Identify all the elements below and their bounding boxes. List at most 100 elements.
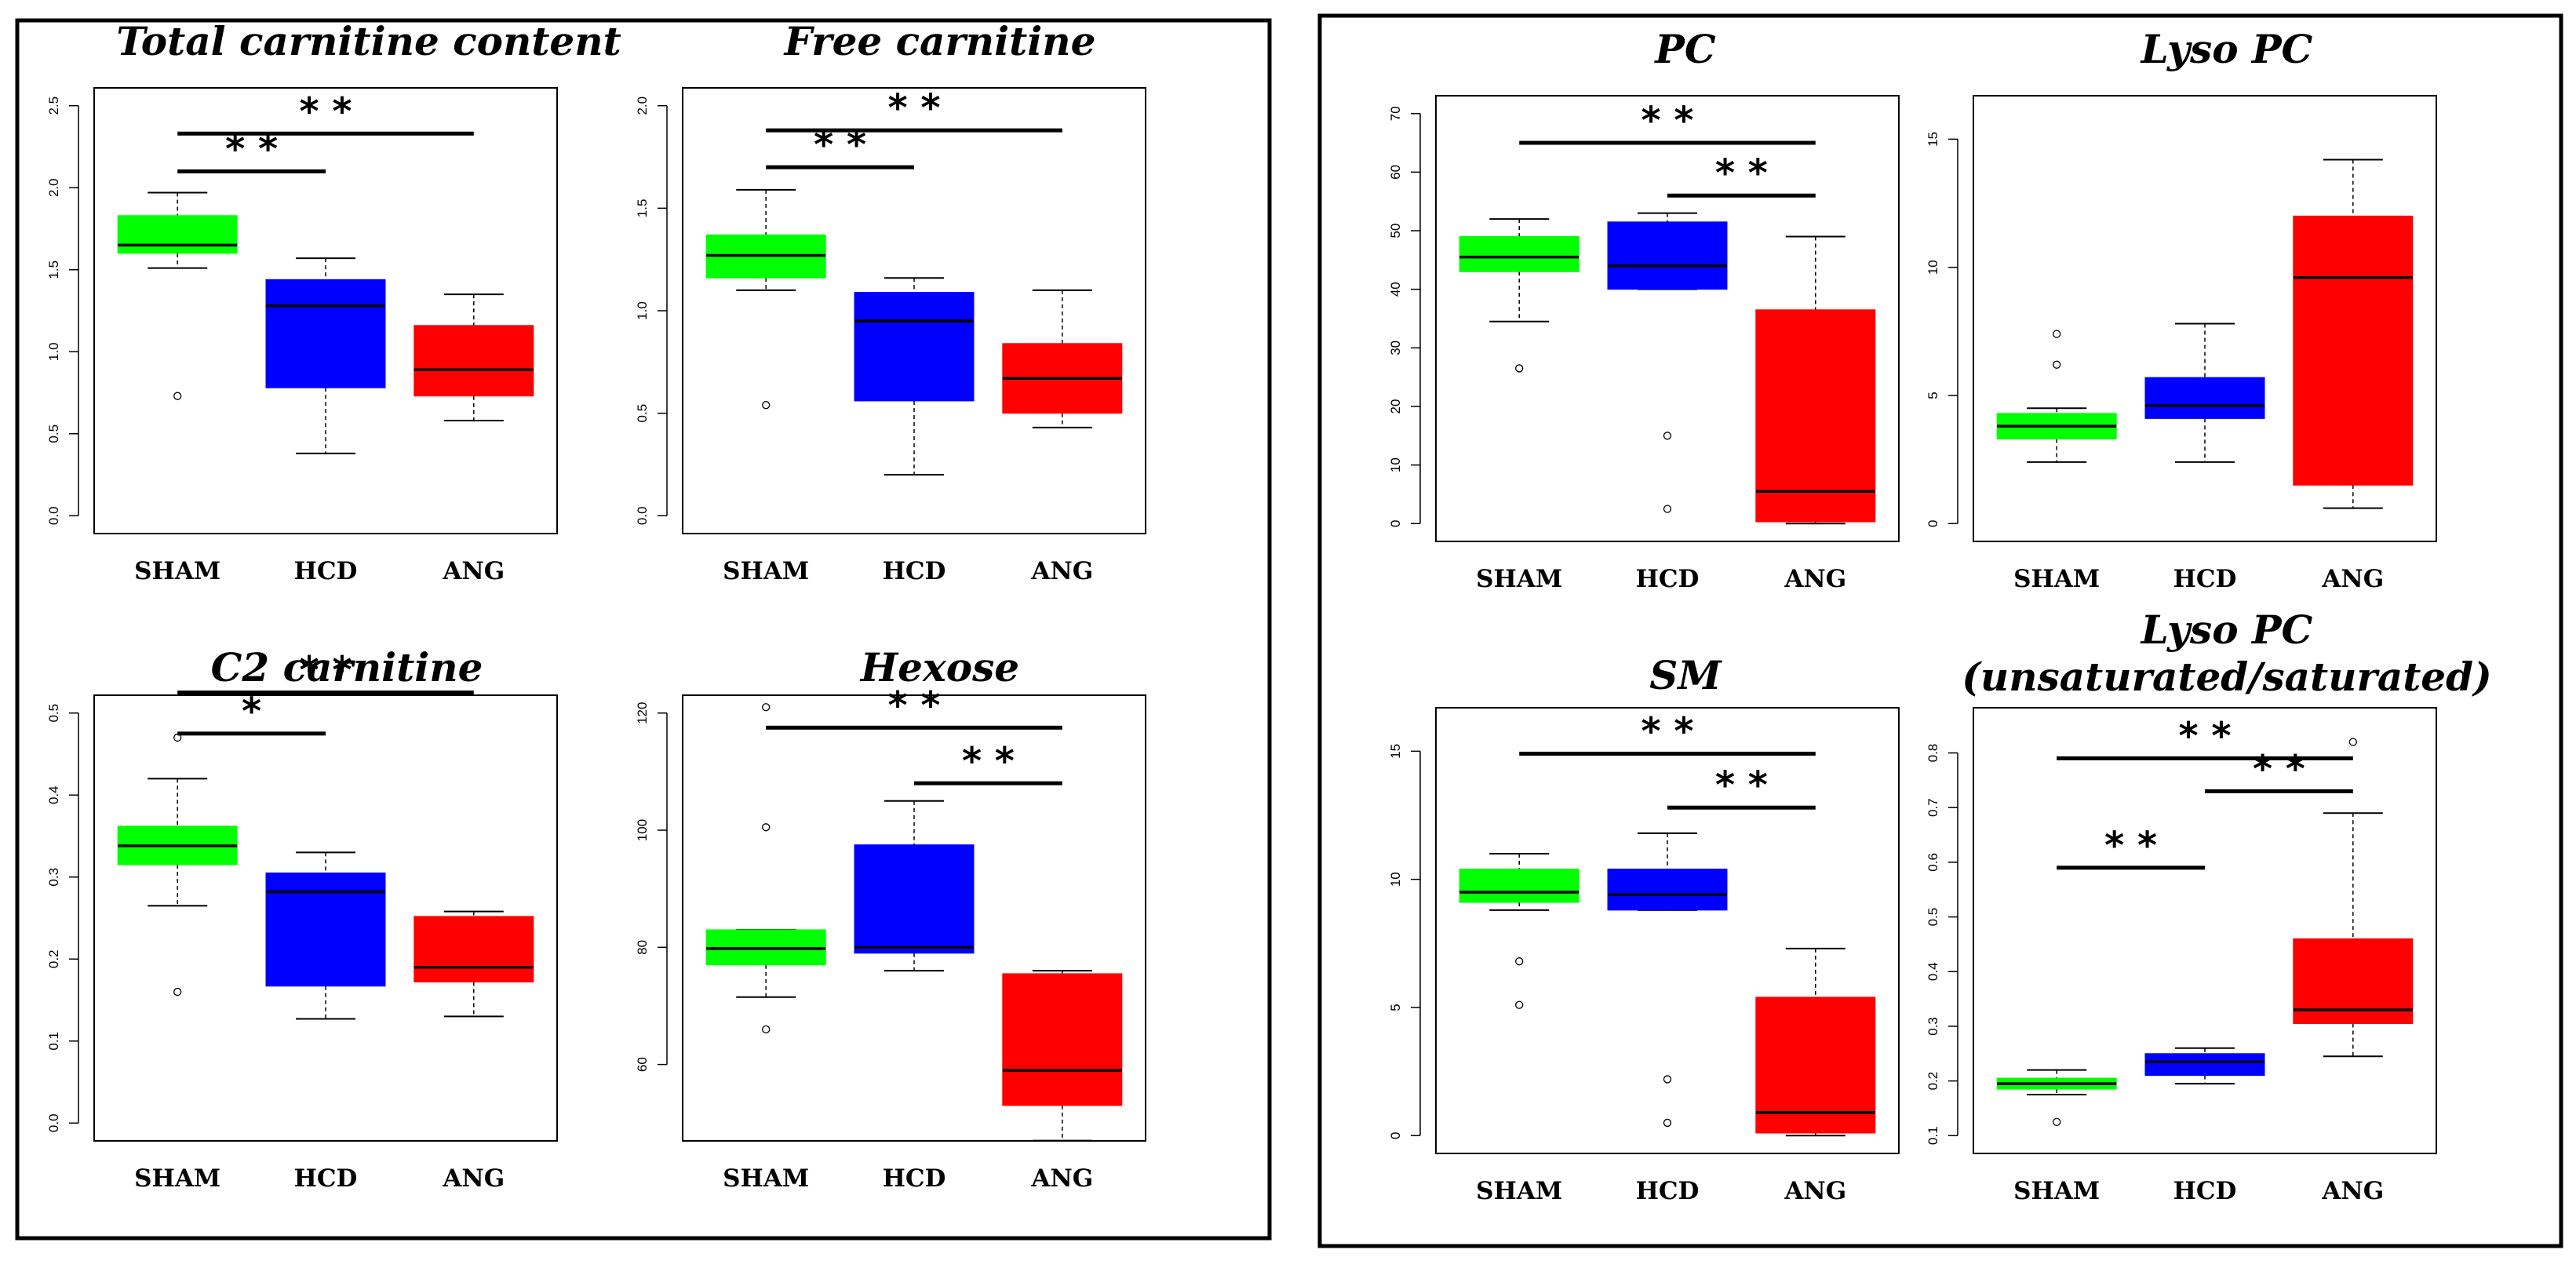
x-label-hcd: HCD	[883, 1164, 946, 1193]
y-tick-label: 0	[1388, 1132, 1403, 1139]
plot-frame	[1435, 707, 1900, 1154]
chart-4: Hexose 60 80 100 120 SHAM HCD ANG * * * *	[635, 644, 1146, 1193]
y-tick-label: 0.0	[635, 506, 650, 525]
x-label-ang: ANG	[1030, 1164, 1093, 1193]
outlier-point	[2053, 360, 2061, 369]
significance-stars: * *	[888, 683, 941, 727]
y-tick-label: 0.7	[1926, 798, 1940, 817]
box-body	[414, 916, 534, 983]
chart-2: Free carnitine 0.0 0.5 1.0 1.5 2.0 SHAM HCD ANG *…	[635, 18, 1146, 585]
box-ang	[1002, 289, 1123, 428]
y-tick-label: 20	[1388, 399, 1403, 414]
significance-stars: * *	[225, 127, 278, 171]
box-hcd	[2144, 322, 2265, 463]
box-ang	[2293, 158, 2414, 509]
box-ang	[1755, 947, 1876, 1137]
outlier-point	[1515, 1000, 1524, 1009]
significance-stars: * *	[1641, 710, 1694, 754]
outlier-point	[762, 823, 771, 832]
y-tick-label: 1.0	[46, 342, 61, 361]
significance-stars: * *	[888, 86, 941, 130]
box-body	[1459, 869, 1579, 903]
x-label-ang: ANG	[1784, 565, 1846, 593]
outlier-point	[1663, 1118, 1672, 1128]
x-label-hcd: HCD	[2173, 565, 2237, 593]
x-label-ang: ANG	[442, 557, 505, 585]
box-sham	[117, 733, 238, 997]
x-label-sham: SHAM	[134, 1164, 220, 1193]
box-body	[1755, 997, 1876, 1134]
box-sham	[705, 703, 826, 1033]
x-label-sham: SHAM	[2013, 1177, 2100, 1205]
y-tick-label: 0.0	[46, 1113, 61, 1132]
significance-stars: * *	[300, 649, 352, 693]
y-tick-label: 0.1	[1926, 1126, 1940, 1145]
outlier-point	[173, 987, 182, 997]
y-tick-label: 5	[1388, 1004, 1403, 1011]
y-tick-label: 0.5	[1926, 908, 1940, 927]
y-tick-label: 0.6	[1926, 853, 1940, 872]
y-tick-label: 0.2	[1926, 1072, 1940, 1091]
y-tick-label: 0.3	[1926, 1017, 1940, 1036]
x-label-ang: ANG	[2321, 565, 2384, 593]
x-label-sham: SHAM	[134, 557, 220, 585]
y-tick-label: 2.0	[46, 178, 61, 197]
y-tick-label: 0.5	[635, 404, 650, 423]
y-tick-label: 1.5	[635, 199, 650, 218]
box-body	[1607, 221, 1728, 290]
x-label-sham: SHAM	[1476, 1177, 1562, 1205]
y-tick-label: 0.3	[46, 868, 61, 887]
outlier-point	[1663, 432, 1672, 440]
x-label-hcd: HCD	[1636, 565, 1700, 593]
chart-5: PC 0 10 20 30 40 50 60 70 SHAM HCD ANG * * * *	[1388, 26, 1900, 593]
box-body	[2144, 377, 2265, 419]
box-sham	[117, 191, 238, 400]
y-tick-label: 1.0	[635, 301, 650, 320]
outlier-point	[1663, 505, 1672, 513]
box-hcd	[265, 257, 386, 454]
y-tick-label: 10	[1388, 872, 1403, 887]
significance-stars: * *	[2179, 715, 2232, 759]
box-body	[265, 279, 386, 388]
box-ang	[1755, 235, 1876, 525]
significance-stars: * *	[814, 123, 866, 167]
plot-frame	[1973, 707, 2437, 1154]
box-hcd	[2144, 1047, 2265, 1085]
y-tick-label: 0	[1926, 520, 1940, 527]
chart-3: C2 carnitine 0.0 0.1 0.2 0.3 0.4 0.5 SHAM HCD ANG…	[46, 644, 558, 1193]
y-tick-label: 40	[1388, 282, 1403, 297]
y-tick-label: 60	[1388, 165, 1403, 180]
outlier-point	[762, 703, 771, 712]
box-body	[854, 291, 975, 402]
chart-title: Hexose	[859, 644, 1019, 690]
chart-title: Total carnitine content	[116, 18, 621, 64]
box-body	[854, 844, 975, 954]
y-tick-label: 0.1	[46, 1032, 61, 1051]
box-sham	[1459, 853, 1579, 1009]
plot-frame	[1435, 95, 1900, 542]
chart-title: PC	[1653, 26, 1716, 72]
y-tick-label: 10	[1926, 260, 1940, 275]
box-body	[1607, 869, 1728, 911]
outlier-point	[2053, 330, 2061, 338]
y-tick-label: 10	[1388, 457, 1403, 472]
box-sham	[1459, 218, 1579, 373]
plot-frame	[682, 694, 1146, 1142]
significance-stars: *	[242, 690, 261, 734]
box-hcd	[1607, 212, 1728, 513]
outlier-point	[762, 1025, 771, 1033]
box-body	[1755, 309, 1876, 523]
outlier-point	[1515, 364, 1524, 373]
y-tick-label: 80	[635, 940, 650, 955]
box-body	[265, 873, 386, 987]
chart-title: SM	[1649, 652, 1722, 698]
y-tick-label: 120	[635, 702, 650, 724]
x-label-hcd: HCD	[294, 1164, 358, 1193]
left-group-frame	[15, 18, 1272, 1241]
significance-stars: * *	[962, 739, 1015, 783]
y-tick-label: 0.4	[1926, 962, 1940, 981]
right-group-frame	[1317, 13, 2563, 1248]
box-body	[414, 325, 534, 397]
x-label-sham: SHAM	[1476, 565, 1562, 593]
